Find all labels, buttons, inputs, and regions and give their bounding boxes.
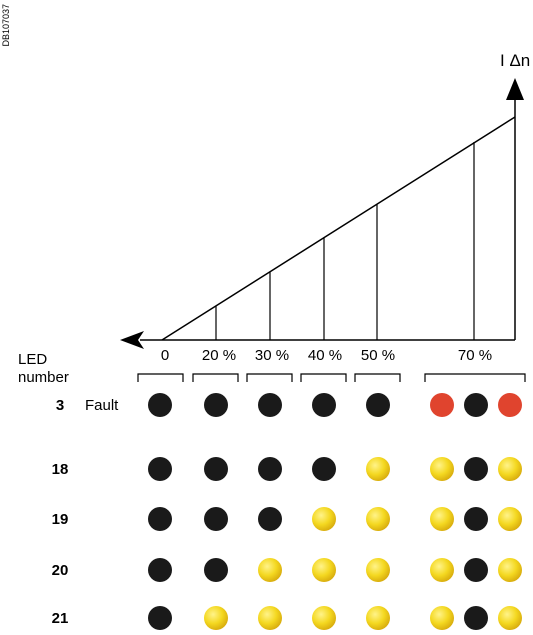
diagonal-line <box>161 116 516 341</box>
led-black-dot <box>258 457 282 481</box>
bracket <box>192 373 239 382</box>
led-yellow-dot <box>430 507 454 531</box>
led-yellow-dot <box>498 507 522 531</box>
led-black-dot <box>204 457 228 481</box>
threshold-label: 70 % <box>458 347 492 364</box>
led-number-19: 19 <box>52 511 69 528</box>
led-black-dot <box>204 558 228 582</box>
threshold-label: 30 % <box>255 347 289 364</box>
threshold-label: 50 % <box>361 347 395 364</box>
threshold-label: 0 <box>161 347 169 364</box>
led-yellow-dot <box>312 507 336 531</box>
threshold-label: 20 % <box>202 347 236 364</box>
led-yellow-dot <box>258 606 282 630</box>
led-yellow-dot <box>430 457 454 481</box>
led-yellow-dot <box>312 558 336 582</box>
group-brackets <box>137 373 526 382</box>
led-yellow-dot <box>430 558 454 582</box>
led-yellow-dot <box>430 606 454 630</box>
led-number-3: 3 <box>56 397 64 414</box>
axis-arrow-up <box>506 78 524 100</box>
led-black-dot <box>148 507 172 531</box>
led-yellow-dot <box>366 558 390 582</box>
led-black-dot <box>464 558 488 582</box>
led-yellow-dot <box>312 606 336 630</box>
led-black-dot <box>366 393 390 417</box>
threshold-label: 40 % <box>308 347 342 364</box>
led-black-dot <box>258 393 282 417</box>
led-black-dot <box>204 507 228 531</box>
led-black-dot <box>464 393 488 417</box>
led-yellow-dot <box>258 558 282 582</box>
led-yellow-dot <box>498 457 522 481</box>
led-black-dot <box>148 606 172 630</box>
led-black-dot <box>258 507 282 531</box>
bracket <box>300 373 347 382</box>
led-number-18: 18 <box>52 461 69 478</box>
led-yellow-dot <box>204 606 228 630</box>
led-black-dot <box>312 457 336 481</box>
led-black-dot <box>204 393 228 417</box>
threshold-labels: 0 20 % 30 % 40 % 50 % 70 % <box>161 347 492 364</box>
led-header-line2: number <box>18 369 69 386</box>
led-yellow-dot <box>498 606 522 630</box>
led-black-dot <box>148 393 172 417</box>
led-number-20: 20 <box>52 562 69 579</box>
bracket <box>354 373 401 382</box>
led-black-dot <box>148 558 172 582</box>
led-black-dot <box>312 393 336 417</box>
led-red-dot <box>430 393 454 417</box>
threshold-lines <box>215 142 475 340</box>
axis-arrow-left <box>120 331 144 349</box>
led-black-dot <box>464 457 488 481</box>
axes <box>140 96 516 341</box>
led-black-dot <box>464 606 488 630</box>
led-yellow-dot <box>366 606 390 630</box>
led-black-dot <box>148 457 172 481</box>
led-yellow-dot <box>498 558 522 582</box>
led-header-line1: LED <box>18 351 47 368</box>
led-rows: 3 18 19 20 21 <box>52 393 522 630</box>
led-yellow-dot <box>366 457 390 481</box>
led-red-dot <box>498 393 522 417</box>
bracket <box>424 373 526 382</box>
bracket <box>137 373 184 382</box>
led-yellow-dot <box>366 507 390 531</box>
fault-label: Fault <box>85 397 119 414</box>
bracket <box>246 373 293 382</box>
led-black-dot <box>464 507 488 531</box>
led-number-21: 21 <box>52 610 69 627</box>
axis-label: I Δn <box>500 51 530 70</box>
